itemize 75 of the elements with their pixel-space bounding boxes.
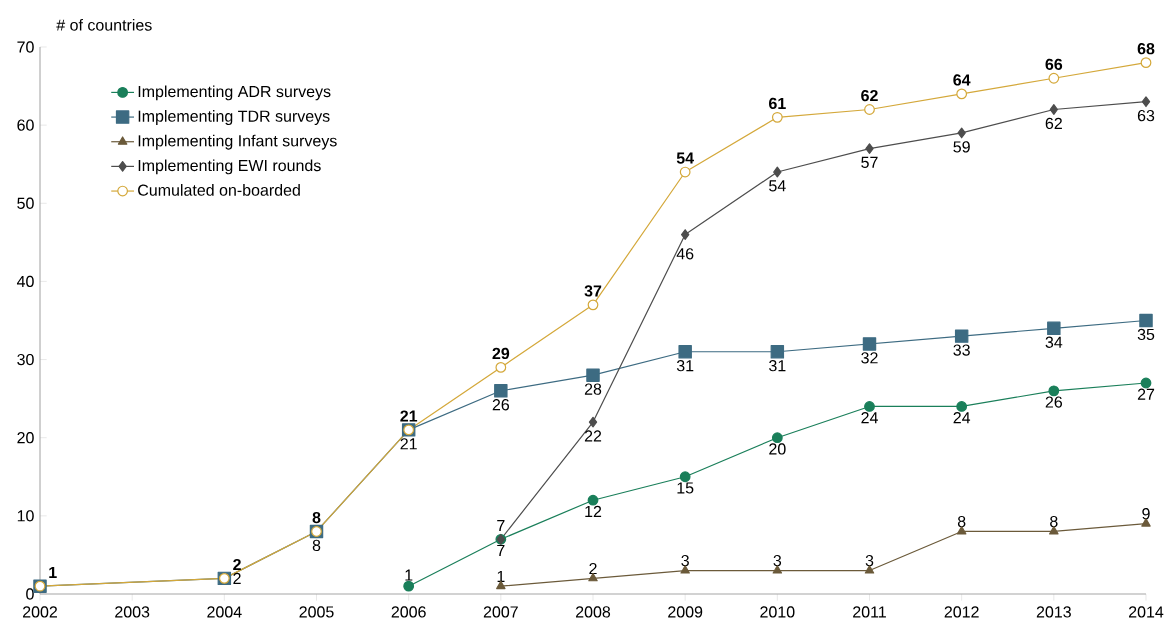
data-label: 7 [497,520,505,532]
x-tick-label: 2013 [1036,606,1071,618]
data-label: 62 [1045,117,1062,130]
data-label: 57 [861,156,878,168]
data-label: 22 [584,430,602,442]
data-label: 64 [953,74,971,86]
data-label: 26 [492,399,510,411]
data-label: 35 [1137,328,1155,341]
data-label: 3 [865,554,874,567]
x-tick-label: 2010 [760,606,795,618]
y-tick-label: 0 [26,588,34,600]
y-tick-label: 70 [17,41,34,53]
x-tick-label: 2008 [576,606,611,618]
y-tick-label: 40 [16,275,34,288]
data-label: 8 [312,511,321,524]
data-label: 20 [769,443,786,455]
data-label: 1 [405,569,413,581]
y-axis-title: # of countries [56,18,152,31]
x-tick-label: 2006 [391,606,426,618]
data-label: 27 [1137,388,1155,400]
data-label: 24 [861,412,878,424]
x-tick-label: 2007 [483,606,518,618]
data-label: 2 [589,562,597,575]
data-label: 66 [1045,58,1063,70]
legend-label: Implementing ADR surveys [138,85,331,101]
data-label: 15 [677,482,694,494]
data-label: 26 [1045,396,1063,408]
legend-label: Cumulated on-boarded [138,184,300,196]
data-label: 54 [769,180,786,192]
data-label: 31 [769,360,786,372]
data-label: 2 [233,558,241,571]
x-tick-label: 2003 [115,606,150,618]
data-label: 63 [1137,109,1155,122]
y-tick-label: 50 [17,197,34,209]
data-label: 28 [584,383,602,395]
data-label: 8 [1050,515,1058,528]
data-label: 12 [585,505,602,517]
data-label: 61 [769,97,786,110]
data-label: 68 [1137,43,1155,55]
x-tick-label: 2004 [207,606,242,618]
y-tick-label: 20 [17,432,34,444]
legend-label: Implementing Infant surveys [138,134,337,150]
y-tick-label: 60 [17,119,34,131]
y-tick-label: 30 [17,353,34,366]
x-tick-label: 2002 [23,606,57,618]
data-label: 33 [953,344,970,356]
data-label: 59 [953,141,970,153]
y-tick-label: 10 [17,510,34,522]
data-label: 24 [953,412,971,424]
data-label: 29 [492,347,510,360]
x-tick-label: 2005 [299,606,334,618]
data-label: 2 [233,572,241,584]
x-tick-label: 2009 [668,606,703,618]
data-label: 46 [676,248,694,260]
data-label: 21 [400,438,417,450]
data-label: 1 [49,566,57,578]
data-label: 1 [497,570,505,582]
data-label: 3 [681,554,689,567]
legend-label: Implementing EWI rounds [138,159,321,175]
x-tick-label: 2014 [1129,606,1164,618]
data-label: 31 [676,360,694,372]
data-label: 34 [1045,336,1063,348]
legend-label: Implementing TDR surveys [138,110,330,125]
data-label: 54 [676,152,694,164]
data-label: 3 [773,554,782,567]
data-label: 37 [584,285,602,297]
data-label: 9 [1142,508,1150,520]
data-label: 32 [861,352,878,364]
data-label: 7 [497,544,505,556]
data-label: 21 [400,410,418,422]
data-label: 8 [957,515,966,528]
data-label: 8 [312,539,321,552]
data-label: 62 [861,89,878,102]
x-tick-label: 2012 [944,606,979,618]
x-tick-label: 2011 [853,606,886,618]
